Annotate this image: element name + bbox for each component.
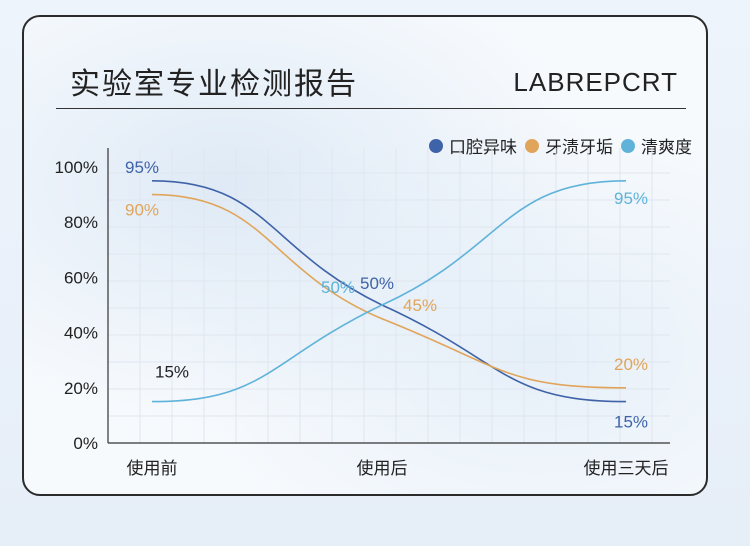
x-category-label: 使用三天后: [584, 458, 669, 479]
data-label-stain: 20%: [614, 355, 648, 374]
y-tick-label: 0%: [73, 434, 98, 453]
title-divider: [56, 108, 686, 109]
legend-label-odor: 口腔异味: [449, 138, 517, 158]
data-label-odor: 50%: [360, 274, 394, 293]
legend-item-fresh: 清爽度: [621, 133, 692, 158]
legend-label-fresh: 清爽度: [641, 138, 692, 158]
legend-swatch-odor: [429, 138, 443, 153]
chart-legend: 口腔异味 牙渍牙垢 清爽度: [429, 133, 692, 158]
y-tick-label: 60%: [64, 268, 98, 287]
legend-label-stain: 牙渍牙垢: [545, 138, 613, 158]
legend-swatch-fresh: [621, 138, 635, 153]
data-label-fresh: 50%: [321, 278, 355, 297]
report-card: 实验室专业检测报告 LABREPCRT 口腔异味 牙渍牙垢 清爽度: [22, 15, 708, 496]
data-label-stain: 90%: [125, 201, 159, 220]
series-line-fresh: [151, 180, 627, 403]
y-tick-label: 100%: [55, 158, 98, 177]
legend-swatch-stain: [525, 138, 539, 153]
report-title: 实验室专业检测报告: [70, 67, 358, 102]
y-tick-label: 20%: [64, 379, 98, 398]
data-label-stain: 45%: [403, 296, 437, 315]
data-label-fresh: 95%: [614, 189, 648, 208]
data-label-odor: 15%: [614, 413, 648, 432]
legend-item-odor: 口腔异味: [429, 133, 517, 158]
x-category-label: 使用后: [357, 458, 408, 479]
x-category-label: 使用前: [127, 458, 178, 479]
y-tick-label: 80%: [64, 213, 98, 232]
data-label-fresh: 15%: [155, 363, 189, 382]
data-label-odor: 95%: [125, 158, 159, 177]
series-line-stain: [151, 193, 627, 389]
legend-item-stain: 牙渍牙垢: [525, 133, 613, 158]
report-code: LABREPCRT: [513, 67, 678, 97]
y-tick-label: 40%: [64, 324, 98, 343]
